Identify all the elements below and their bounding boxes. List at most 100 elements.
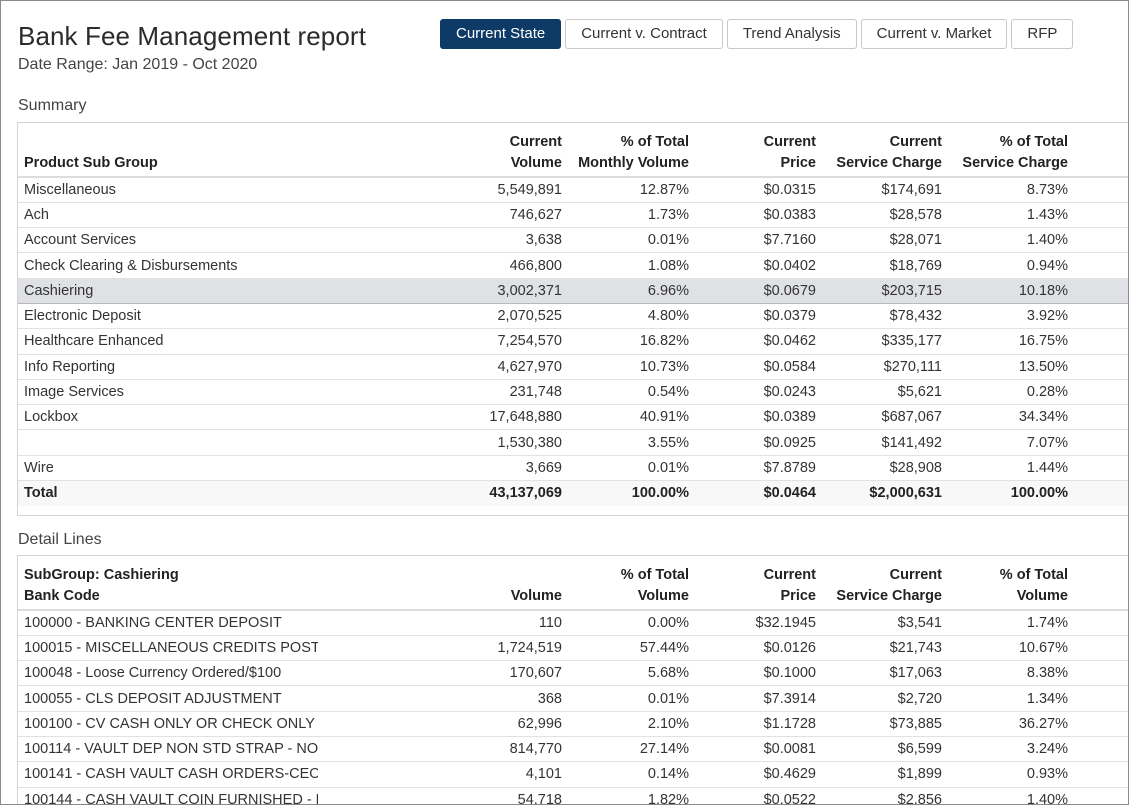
tab-current-v-market[interactable]: Current v. Market	[860, 19, 1008, 49]
pct-volume-cell: 0.01%	[568, 685, 695, 712]
tab-current-v-contract[interactable]: Current v. Contract	[565, 19, 723, 49]
pct-service-charge-cell: 0.28%	[948, 379, 1074, 406]
detail-row[interactable]: 100144 - CASH VAULT COIN FURNISHED - ROL…	[18, 787, 1128, 804]
volume-cell: 231,748	[318, 379, 568, 406]
bank-code-cell: 100048 - Loose Currency Ordered/$100	[18, 660, 318, 687]
row-padding	[1074, 328, 1128, 355]
summary-row[interactable]: Account Services 3,638 0.01% $7.7160 $28,071…	[18, 227, 1128, 254]
summary-row[interactable]: Info Reporting 4,627,970 10.73% $0.0584 $270…	[18, 354, 1128, 380]
price-cell: $0.0584	[695, 354, 822, 380]
pct-monthly-volume-cell: 3.55%	[568, 429, 695, 456]
volume-cell: 368	[318, 685, 568, 712]
service-charge-cell: $2,720	[822, 685, 948, 712]
summary-header-pct-monthly-volume[interactable]: Monthly Volume	[568, 150, 695, 178]
volume-cell: 3,638	[318, 227, 568, 254]
detail-header-service-charge[interactable]: Service Charge	[822, 583, 948, 611]
summary-header-product-sub-group[interactable]: Product Sub Group	[18, 150, 318, 178]
detail-table: SubGroup: Cashiering % of Total Current …	[18, 556, 1128, 804]
product-sub-group-cell: Account Services	[18, 227, 318, 254]
row-padding	[1074, 354, 1128, 380]
detail-row[interactable]: 100141 - CASH VAULT CASH ORDERS-CEO 4,101…	[18, 761, 1128, 788]
detail-row[interactable]: 100100 - CV CASH ONLY OR CHECK ONLY DEPO…	[18, 711, 1128, 737]
row-padding	[1074, 787, 1128, 804]
summary-table: Current % of Total Current Current % of …	[18, 123, 1128, 506]
total-pct-monthly-volume-cell: 100.00%	[568, 480, 695, 506]
service-charge-cell: $203,715	[822, 277, 948, 304]
summary-row[interactable]: Electronic Deposit 2,070,525 4.80% $0.0379 $…	[18, 303, 1128, 330]
summary-row[interactable]: Ach 746,627 1.73% $0.0383 $28,578 1.43%	[18, 202, 1128, 229]
price-cell: $0.0462	[695, 328, 822, 355]
summary-row[interactable]: 1,530,380 3.55% $0.0925 $141,492 7.07%	[18, 429, 1128, 456]
detail-header-pct-volume[interactable]: Volume	[568, 583, 695, 611]
service-charge-cell: $21,743	[822, 635, 948, 662]
summary-header-volume[interactable]: Volume	[318, 150, 568, 178]
summary-row[interactable]: Healthcare Enhanced 7,254,570 16.82% $0.046…	[18, 328, 1128, 355]
summary-row[interactable]: Image Services 231,748 0.54% $0.0243 $5,621 0…	[18, 379, 1128, 406]
product-sub-group-cell: Miscellaneous	[18, 177, 318, 203]
pct-monthly-volume-cell: 1.73%	[568, 202, 695, 229]
date-range: Date Range: Jan 2019 - Oct 2020	[18, 56, 258, 73]
detail-row[interactable]: 100000 - BANKING CENTER DEPOSIT 110 0.00% $…	[18, 610, 1128, 636]
pct-total-volume-cell: 36.27%	[948, 711, 1074, 737]
price-cell: $0.0389	[695, 404, 822, 431]
summary-row[interactable]: Cashiering 3,002,371 6.96% $0.0679 $203,715 1…	[18, 277, 1128, 304]
detail-row[interactable]: 100114 - VAULT DEP NON STD STRAP - NOTE 8…	[18, 736, 1128, 763]
summary-table-panel: Current % of Total Current Current % of …	[17, 122, 1128, 516]
total-service-charge-cell: $2,000,631	[822, 480, 948, 506]
detail-header-top: % of Total	[620, 567, 689, 583]
pct-total-volume-cell: 1.34%	[948, 685, 1074, 712]
pct-total-volume-cell: 8.38%	[948, 660, 1074, 687]
product-sub-group-cell: Electronic Deposit	[18, 303, 318, 330]
price-cell: $0.0402	[695, 252, 822, 279]
pct-volume-cell: 2.10%	[568, 711, 695, 737]
volume-cell: 54,718	[318, 787, 568, 804]
service-charge-cell: $5,621	[822, 379, 948, 406]
summary-header-top: % of Total	[999, 134, 1068, 150]
row-padding	[1074, 685, 1128, 712]
summary-header-pct-service-charge[interactable]: Service Charge	[948, 150, 1074, 178]
tab-current-state[interactable]: Current State	[440, 19, 562, 49]
pct-volume-cell: 0.14%	[568, 761, 695, 788]
summary-header-top: Current	[509, 134, 562, 150]
detail-header-pct-total-volume[interactable]: Volume	[948, 583, 1074, 611]
pct-monthly-volume-cell: 12.87%	[568, 177, 695, 203]
detail-header-top	[318, 556, 568, 583]
summary-header-top: % of Total	[620, 134, 689, 150]
summary-section-label: Summary	[18, 97, 87, 114]
summary-row[interactable]: Check Clearing & Disbursements 466,800 1.0…	[18, 252, 1128, 279]
total-volume-cell: 43,137,069	[318, 480, 568, 506]
summary-header-service-charge[interactable]: Service Charge	[822, 150, 948, 178]
detail-row[interactable]: 100048 - Loose Currency Ordered/$100 170,…	[18, 660, 1128, 687]
tab-rfp[interactable]: RFP	[1011, 19, 1074, 49]
row-padding	[1074, 202, 1128, 229]
price-cell: $0.0243	[695, 379, 822, 406]
detail-header-volume[interactable]: Volume	[318, 583, 568, 611]
pct-service-charge-cell: 8.73%	[948, 177, 1074, 203]
pct-monthly-volume-cell: 1.08%	[568, 252, 695, 279]
price-cell: $1.1728	[695, 711, 822, 737]
detail-header-top: Current	[763, 567, 816, 583]
summary-row[interactable]: Lockbox 17,648,880 40.91% $0.0389 $687,067 34…	[18, 404, 1128, 431]
tab-trend-analysis[interactable]: Trend Analysis	[726, 19, 857, 49]
summary-header-price[interactable]: Price	[695, 150, 822, 178]
service-charge-cell: $28,578	[822, 202, 948, 229]
page-title: Bank Fee Management report	[18, 21, 367, 51]
detail-row[interactable]: 100055 - CLS DEPOSIT ADJUSTMENT 368 0.01% $…	[18, 685, 1128, 712]
row-padding	[1074, 227, 1128, 254]
volume-cell: 170,607	[318, 660, 568, 687]
volume-cell: 5,549,891	[318, 177, 568, 203]
detail-header-price[interactable]: Price	[695, 583, 822, 611]
pct-volume-cell: 0.00%	[568, 610, 695, 636]
detail-table-body: 100000 - BANKING CENTER DEPOSIT 110 0.00% $…	[18, 610, 1128, 804]
pct-total-volume-cell: 3.24%	[948, 736, 1074, 763]
service-charge-cell: $17,063	[822, 660, 948, 687]
detail-table-panel: SubGroup: Cashiering % of Total Current …	[17, 555, 1128, 804]
detail-header-bank-code[interactable]: Bank Code	[18, 583, 318, 611]
service-charge-cell: $687,067	[822, 404, 948, 431]
summary-table-body: Miscellaneous 5,549,891 12.87% $0.0315 $174,…	[18, 177, 1128, 506]
summary-row[interactable]: Miscellaneous 5,549,891 12.87% $0.0315 $174,…	[18, 177, 1128, 203]
summary-row[interactable]: Wire 3,669 0.01% $7.8789 $28,908 1.44%	[18, 455, 1128, 482]
row-padding	[1074, 660, 1128, 687]
detail-row[interactable]: 100015 - MISCELLANEOUS CREDITS POSTED 1,7…	[18, 635, 1128, 662]
pct-monthly-volume-cell: 6.96%	[568, 277, 695, 304]
